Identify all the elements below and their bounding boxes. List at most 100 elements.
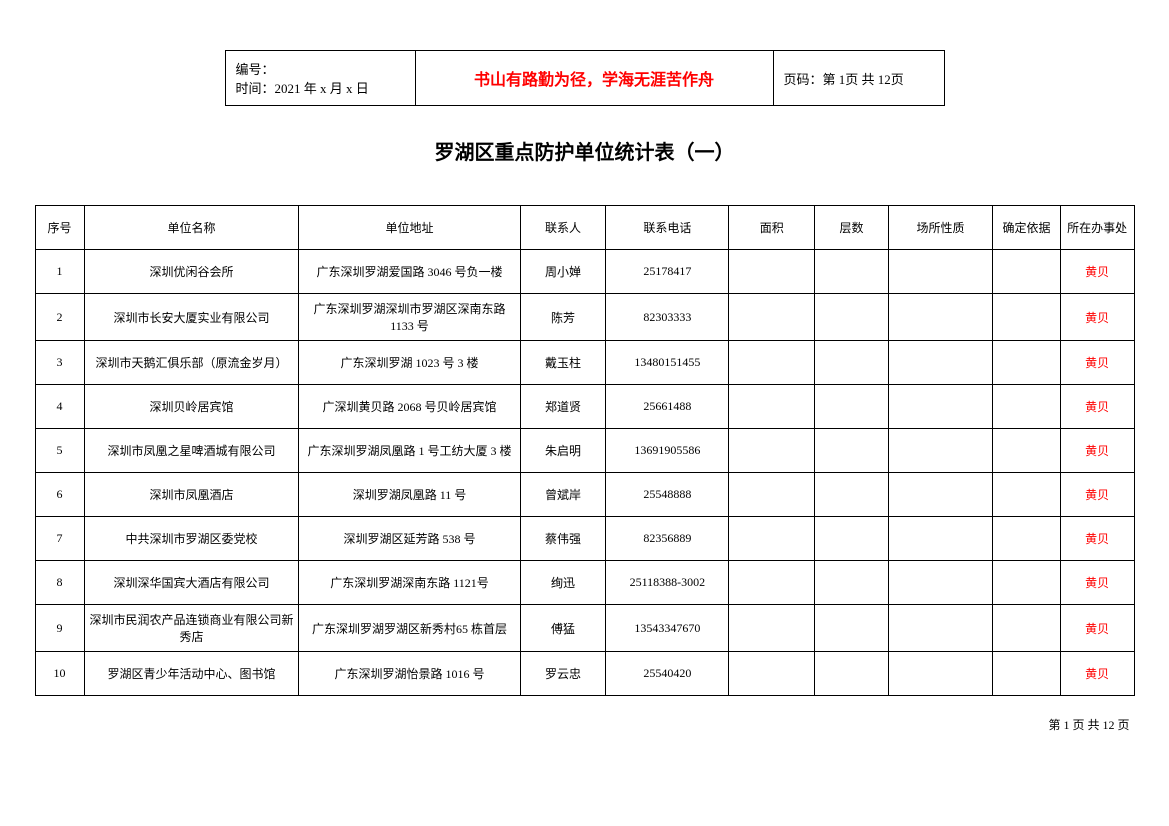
cell-addr: 深圳罗湖区延芳路 538 号 bbox=[299, 517, 520, 561]
cell-basis bbox=[993, 294, 1061, 341]
cell-basis bbox=[993, 561, 1061, 605]
cell-area bbox=[729, 473, 815, 517]
col-addr: 单位地址 bbox=[299, 206, 520, 250]
cell-name: 深圳优闲谷会所 bbox=[84, 250, 299, 294]
cell-office: 黄贝 bbox=[1060, 561, 1134, 605]
col-phone: 联系电话 bbox=[606, 206, 729, 250]
motto-text: 书山有路勤为径，学海无涯苦作舟 bbox=[474, 66, 714, 90]
cell-addr: 深圳罗湖凤凰路 11 号 bbox=[299, 473, 520, 517]
cell-floors bbox=[815, 652, 889, 696]
cell-addr: 广东深圳罗湖怡景路 1016 号 bbox=[299, 652, 520, 696]
cell-office: 黄贝 bbox=[1060, 652, 1134, 696]
cell-office: 黄贝 bbox=[1060, 294, 1134, 341]
cell-area bbox=[729, 294, 815, 341]
cell-name: 中共深圳市罗湖区委党校 bbox=[84, 517, 299, 561]
cell-office: 黄贝 bbox=[1060, 473, 1134, 517]
table-row: 1深圳优闲谷会所广东深圳罗湖爱国路 3046 号负一楼周小婵25178417黄贝 bbox=[35, 250, 1134, 294]
cell-addr: 广东深圳罗湖深圳市罗湖区深南东路 1133 号 bbox=[299, 294, 520, 341]
cell-seq: 9 bbox=[35, 605, 84, 652]
cell-phone: 13480151455 bbox=[606, 341, 729, 385]
table-row: 8深圳深华国宾大酒店有限公司广东深圳罗湖深南东路 1121号绚迅25118388… bbox=[35, 561, 1134, 605]
cell-contact: 朱启明 bbox=[520, 429, 606, 473]
cell-type bbox=[888, 561, 992, 605]
cell-office: 黄贝 bbox=[1060, 385, 1134, 429]
cell-phone: 25118388-3002 bbox=[606, 561, 729, 605]
page-label: 页码：第 1页 共 12页 bbox=[784, 69, 904, 88]
cell-type bbox=[888, 517, 992, 561]
cell-name: 深圳贝岭居宾馆 bbox=[84, 385, 299, 429]
table-body: 1深圳优闲谷会所广东深圳罗湖爱国路 3046 号负一楼周小婵25178417黄贝… bbox=[35, 250, 1134, 696]
cell-basis bbox=[993, 341, 1061, 385]
col-floors: 层数 bbox=[815, 206, 889, 250]
cell-seq: 7 bbox=[35, 517, 84, 561]
cell-phone: 13691905586 bbox=[606, 429, 729, 473]
cell-addr: 广东深圳罗湖深南东路 1121号 bbox=[299, 561, 520, 605]
col-name: 单位名称 bbox=[84, 206, 299, 250]
cell-floors bbox=[815, 385, 889, 429]
cell-office: 黄贝 bbox=[1060, 341, 1134, 385]
table-row: 2深圳市长安大厦实业有限公司广东深圳罗湖深圳市罗湖区深南东路 1133 号陈芳8… bbox=[35, 294, 1134, 341]
cell-seq: 4 bbox=[35, 385, 84, 429]
cell-floors bbox=[815, 605, 889, 652]
cell-area bbox=[729, 517, 815, 561]
cell-basis bbox=[993, 429, 1061, 473]
cell-floors bbox=[815, 429, 889, 473]
cell-area bbox=[729, 605, 815, 652]
cell-basis bbox=[993, 652, 1061, 696]
cell-contact: 陈芳 bbox=[520, 294, 606, 341]
cell-seq: 1 bbox=[35, 250, 84, 294]
cell-area bbox=[729, 385, 815, 429]
page-title: 罗湖区重点防护单位统计表（一） bbox=[35, 136, 1135, 165]
header-box: 编号： 时间：2021 年 x 月 x 日 书山有路勤为径，学海无涯苦作舟 页码… bbox=[225, 50, 945, 106]
table-row: 6深圳市凤凰酒店深圳罗湖凤凰路 11 号曾斌岸25548888黄贝 bbox=[35, 473, 1134, 517]
cell-type bbox=[888, 385, 992, 429]
cell-type bbox=[888, 429, 992, 473]
cell-office: 黄贝 bbox=[1060, 605, 1134, 652]
col-basis: 确定依据 bbox=[993, 206, 1061, 250]
cell-phone: 82303333 bbox=[606, 294, 729, 341]
cell-floors bbox=[815, 341, 889, 385]
cell-type bbox=[888, 250, 992, 294]
table-row: 10罗湖区青少年活动中心、图书馆广东深圳罗湖怡景路 1016 号罗云忠25540… bbox=[35, 652, 1134, 696]
cell-seq: 2 bbox=[35, 294, 84, 341]
cell-basis bbox=[993, 473, 1061, 517]
cell-phone: 13543347670 bbox=[606, 605, 729, 652]
col-contact: 联系人 bbox=[520, 206, 606, 250]
cell-area bbox=[729, 341, 815, 385]
cell-contact: 傅猛 bbox=[520, 605, 606, 652]
cell-floors bbox=[815, 250, 889, 294]
cell-phone: 25661488 bbox=[606, 385, 729, 429]
table-row: 9深圳市民润农产品连锁商业有限公司新秀店广东深圳罗湖罗湖区新秀村65 栋首层傅猛… bbox=[35, 605, 1134, 652]
cell-floors bbox=[815, 517, 889, 561]
cell-contact: 周小婵 bbox=[520, 250, 606, 294]
cell-office: 黄贝 bbox=[1060, 517, 1134, 561]
table-row: 5深圳市凤凰之星啤酒城有限公司广东深圳罗湖凤凰路 1 号工纺大厦 3 楼朱启明1… bbox=[35, 429, 1134, 473]
cell-type bbox=[888, 605, 992, 652]
cell-area bbox=[729, 250, 815, 294]
cell-contact: 郑道贤 bbox=[520, 385, 606, 429]
cell-type bbox=[888, 473, 992, 517]
cell-contact: 蔡伟强 bbox=[520, 517, 606, 561]
col-type: 场所性质 bbox=[888, 206, 992, 250]
number-line: 编号： bbox=[236, 59, 405, 78]
cell-contact: 曾斌岸 bbox=[520, 473, 606, 517]
table-row: 4深圳贝岭居宾馆广深圳黄贝路 2068 号贝岭居宾馆郑道贤25661488黄贝 bbox=[35, 385, 1134, 429]
cell-phone: 25540420 bbox=[606, 652, 729, 696]
cell-name: 深圳市凤凰之星啤酒城有限公司 bbox=[84, 429, 299, 473]
cell-floors bbox=[815, 294, 889, 341]
cell-phone: 25178417 bbox=[606, 250, 729, 294]
cell-name: 深圳市民润农产品连锁商业有限公司新秀店 bbox=[84, 605, 299, 652]
cell-addr: 广东深圳罗湖 1023 号 3 楼 bbox=[299, 341, 520, 385]
main-table: 序号 单位名称 单位地址 联系人 联系电话 面积 层数 场所性质 确定依据 所在… bbox=[35, 205, 1135, 696]
cell-seq: 3 bbox=[35, 341, 84, 385]
cell-name: 罗湖区青少年活动中心、图书馆 bbox=[84, 652, 299, 696]
col-area: 面积 bbox=[729, 206, 815, 250]
cell-floors bbox=[815, 561, 889, 605]
cell-basis bbox=[993, 605, 1061, 652]
cell-addr: 广东深圳罗湖凤凰路 1 号工纺大厦 3 楼 bbox=[299, 429, 520, 473]
cell-name: 深圳市凤凰酒店 bbox=[84, 473, 299, 517]
cell-floors bbox=[815, 473, 889, 517]
cell-area bbox=[729, 561, 815, 605]
table-header: 序号 单位名称 单位地址 联系人 联系电话 面积 层数 场所性质 确定依据 所在… bbox=[35, 206, 1134, 250]
time-value: 2021 年 x 月 x 日 bbox=[275, 81, 369, 96]
